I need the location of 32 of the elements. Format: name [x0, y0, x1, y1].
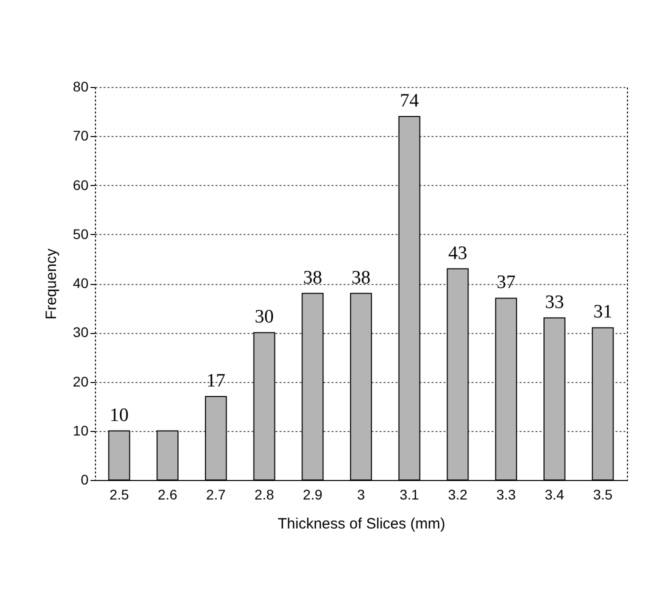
data-label: 30: [254, 306, 274, 328]
data-label: 17: [206, 370, 226, 392]
x-tick-label: 3.2: [448, 486, 468, 502]
x-tick-label: 2.5: [109, 486, 130, 502]
y-axis-title: Frequency: [42, 248, 60, 320]
y-tick-label: 20: [72, 373, 89, 390]
data-label: 31: [593, 302, 612, 323]
x-tick-label: 3.1: [400, 486, 420, 502]
data-label: 10: [110, 404, 129, 426]
y-tick-label: 70: [72, 128, 89, 144]
x-tick-label: 2.6: [158, 486, 178, 502]
x-tick-label: 2.7: [206, 486, 226, 502]
x-tick-label: 3.3: [496, 486, 516, 502]
x-tick-label: 2.8: [254, 486, 274, 502]
y-tick-label: 80: [72, 78, 89, 94]
y-tick-label: 50: [72, 226, 89, 242]
data-label: 37: [496, 272, 516, 294]
x-tick-label: 3.4: [544, 486, 564, 502]
x-axis-title: Thickness of Slices (mm): [278, 516, 446, 532]
data-label: 38: [352, 267, 370, 288]
y-tick-label: 30: [72, 324, 89, 340]
data-label: 74: [400, 90, 420, 112]
y-tick-label: 40: [72, 275, 89, 291]
data-label: 33: [544, 292, 564, 313]
x-tick-label: 3.5: [593, 486, 613, 502]
x-tick-label: 3: [357, 486, 366, 502]
data-label: 38: [303, 267, 322, 288]
y-tick-label: 60: [72, 176, 89, 193]
x-tick-label: 2.9: [302, 486, 323, 502]
data-label: 43: [448, 242, 468, 264]
y-tick-label: 0: [80, 472, 89, 488]
y-tick-label: 10: [72, 422, 89, 438]
